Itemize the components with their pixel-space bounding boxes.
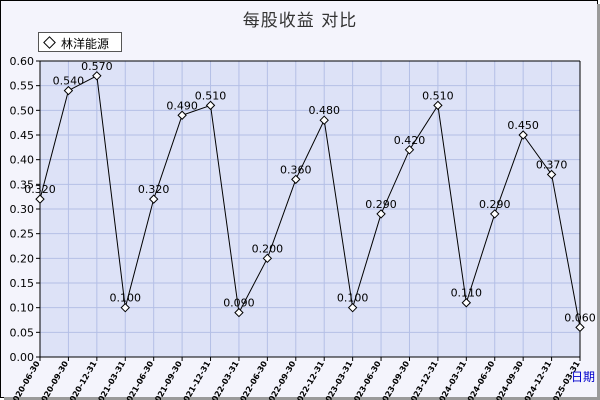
data-point-marker [347, 302, 358, 313]
data-point-marker [177, 110, 187, 120]
data-label: 0.290 [365, 198, 397, 211]
y-tick-label: 0.35 [10, 178, 35, 191]
data-point-marker [546, 169, 557, 180]
x-tick-label: 2023-06-30 [349, 359, 383, 400]
data-point-marker [376, 209, 386, 219]
x-tick-label: 2022-09-30 [264, 359, 298, 400]
legend-series-label: 林洋能源 [61, 37, 110, 51]
x-tick-label: 2023-12-31 [406, 359, 440, 400]
data-point-marker [575, 322, 585, 333]
data-label: 0.450 [507, 119, 539, 132]
data-point-marker [461, 298, 472, 308]
y-tick-label: 0.20 [10, 252, 35, 265]
data-point-marker [148, 194, 159, 204]
data-point-marker [490, 209, 500, 219]
x-axis-end-label: 日期 [571, 370, 595, 384]
y-tick-label: 0.40 [10, 154, 35, 167]
x-tick-label: 2021-06-30 [122, 359, 156, 400]
y-tick-label: 0.30 [10, 203, 35, 216]
data-label: 0.100 [337, 292, 369, 305]
data-point-marker [234, 307, 244, 318]
data-label: 0.570 [81, 60, 113, 73]
y-tick-label: 0.50 [10, 104, 35, 117]
data-label: 0.200 [252, 242, 284, 255]
data-label: 0.420 [394, 134, 426, 147]
data-point-marker [63, 85, 74, 96]
x-tick-label: 2023-09-30 [378, 359, 412, 400]
x-tick-label: 2020-12-31 [65, 359, 99, 400]
y-tick-label: 0.60 [10, 55, 35, 68]
data-label: 0.510 [195, 89, 227, 102]
y-tick-label: 0.05 [10, 326, 35, 339]
data-label: 0.110 [451, 287, 483, 300]
data-point-marker [92, 71, 102, 81]
data-label: 0.320 [24, 183, 56, 196]
y-tick-label: 0.00 [10, 351, 35, 364]
x-tick-label: 2021-09-30 [150, 359, 184, 400]
data-point-marker [35, 194, 45, 204]
x-tick-label: 2020-06-30 [8, 359, 42, 400]
data-label: 0.090 [223, 297, 255, 310]
data-label: 0.100 [110, 292, 142, 305]
frame-shadow-right [597, 4, 600, 400]
y-tick-label: 0.25 [10, 228, 35, 241]
data-label: 0.480 [308, 104, 340, 117]
data-point-marker [291, 174, 301, 185]
y-tick-label: 0.45 [10, 129, 35, 142]
legend-diamond-icon [43, 36, 56, 49]
y-tick-label: 0.10 [10, 302, 35, 315]
x-tick-label: 2022-12-31 [293, 359, 327, 400]
x-tick-label: 2024-12-31 [520, 359, 554, 400]
data-point-marker [120, 302, 130, 313]
x-tick-label: 2021-12-31 [179, 359, 213, 400]
y-tick-label: 0.15 [10, 277, 35, 290]
data-label: 0.320 [138, 183, 170, 196]
data-point-marker [205, 100, 216, 111]
x-tick-label: 2024-09-30 [492, 359, 526, 400]
y-tick-label: 0.55 [10, 80, 35, 93]
data-point-marker [433, 100, 443, 111]
series-line [39, 75, 581, 328]
x-tick-label: 2020-09-30 [37, 359, 71, 400]
chart-legend: 林洋能源 [38, 32, 122, 52]
data-point-marker [404, 145, 415, 155]
data-label: 0.490 [166, 99, 198, 112]
data-point-marker [319, 115, 329, 125]
x-tick-label: 2022-06-30 [236, 359, 270, 400]
data-label: 0.540 [53, 75, 85, 88]
x-tick-label: 2024-03-31 [435, 359, 469, 400]
x-tick-label: 2021-03-31 [94, 359, 128, 400]
data-label: 0.290 [479, 198, 511, 211]
data-point-marker [518, 130, 528, 140]
x-tick-label: 2024-06-30 [463, 359, 497, 400]
data-label: 0.360 [280, 163, 312, 176]
chart-title: 每股收益 对比 [242, 11, 358, 31]
data-label: 0.060 [564, 311, 596, 324]
x-tick-label: 2022-03-31 [207, 359, 241, 400]
frame-shadow-bottom [4, 397, 600, 400]
x-tick-label: 2023-03-31 [321, 359, 355, 400]
data-label: 0.370 [536, 158, 568, 171]
data-label: 0.510 [422, 89, 454, 102]
data-point-marker [262, 253, 273, 264]
